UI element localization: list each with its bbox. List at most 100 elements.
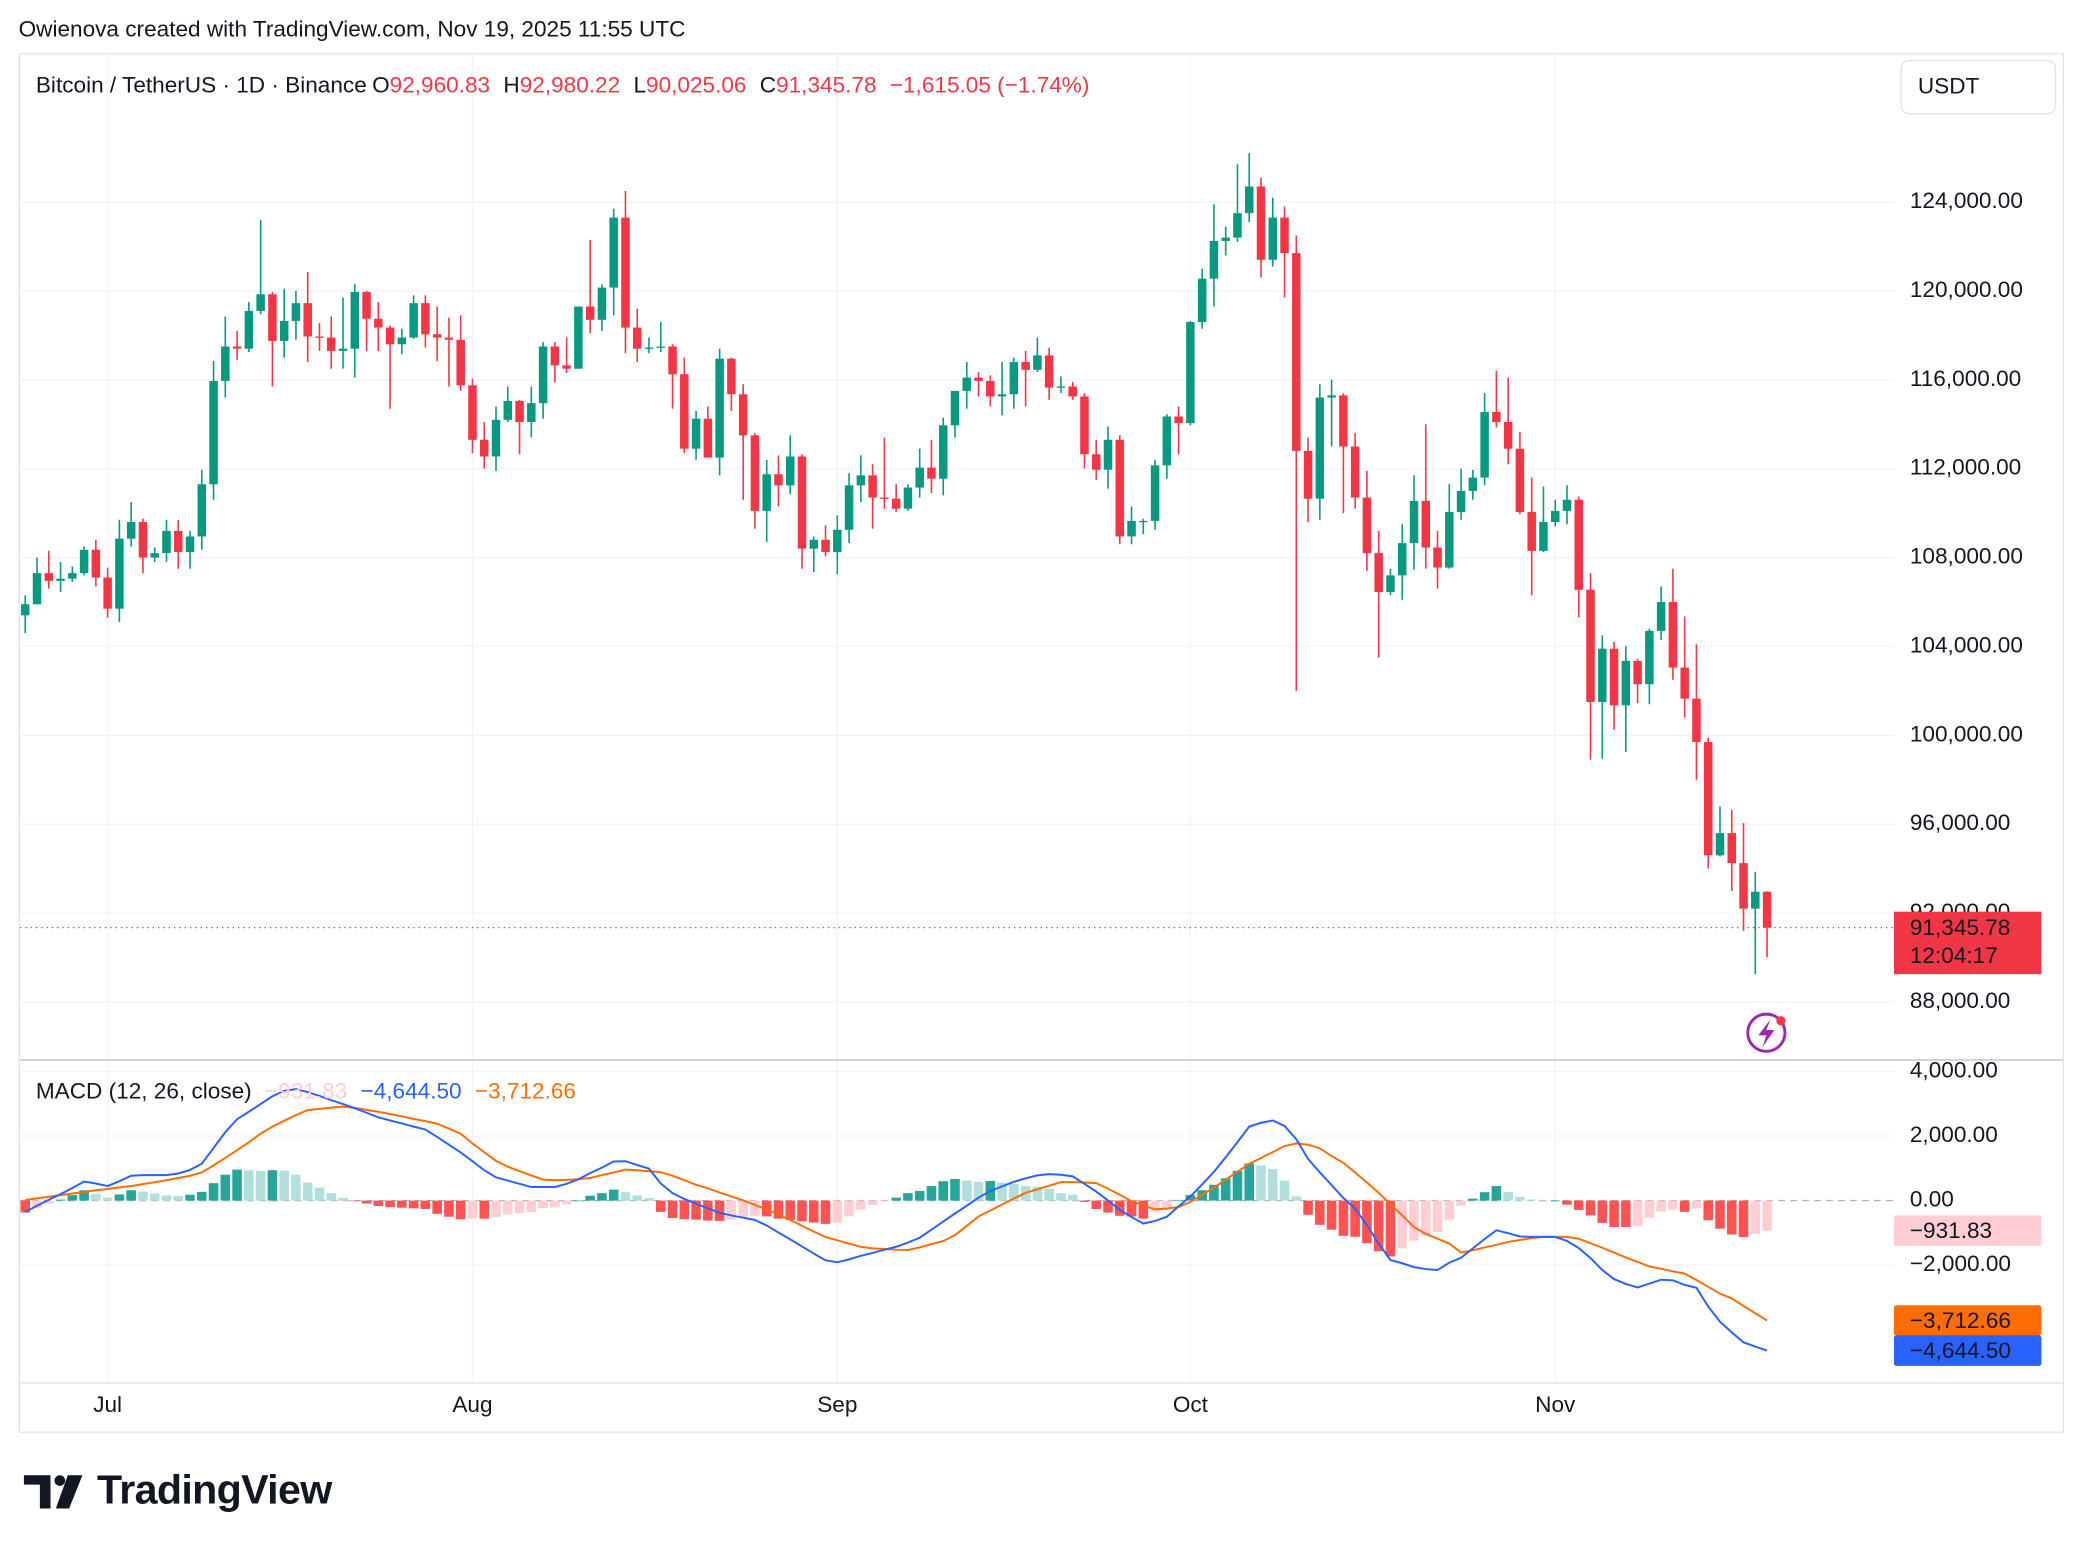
macd-title: MACD (12, 26, close): [36, 1078, 252, 1103]
candle-body: [621, 217, 630, 328]
histogram-bar: [1232, 1170, 1243, 1201]
histogram-bar: [1609, 1200, 1619, 1228]
histogram-bar: [1244, 1163, 1255, 1201]
ohlc-value: 92,960.83: [390, 72, 490, 97]
candle-body: [609, 217, 618, 288]
histogram-bar: [856, 1200, 866, 1210]
candle-body: [268, 294, 277, 341]
price-label-box: [1893, 911, 2042, 975]
histogram-bar: [1750, 1200, 1761, 1234]
histogram-bar: [1209, 1184, 1219, 1201]
candle-body: [1409, 500, 1419, 544]
ohlc-key: H: [503, 72, 519, 97]
y-tick-label: 4,000.00: [1910, 1057, 1998, 1082]
histogram-bar: [1597, 1200, 1608, 1223]
currency-button[interactable]: [1900, 59, 2057, 115]
candle-body: [150, 553, 159, 558]
histogram-bar: [832, 1200, 843, 1223]
ohlc-key: L: [633, 72, 646, 97]
alert-dot: [1776, 1016, 1786, 1026]
macd-scale-box: [1893, 1335, 2042, 1366]
candle-body: [256, 294, 265, 311]
histogram-bar: [1409, 1200, 1419, 1241]
candle-body: [656, 346, 666, 348]
candle-body: [515, 400, 524, 423]
candle-body: [185, 536, 195, 553]
histogram-bar: [1644, 1200, 1655, 1218]
histogram-bar: [1256, 1165, 1266, 1201]
candle-body: [1174, 416, 1183, 424]
y-tick-label: 124,000.00: [1910, 188, 2023, 213]
histogram-bar: [385, 1200, 395, 1208]
histogram-scale-label: −931.83: [1910, 1218, 1992, 1243]
candle-body: [221, 346, 230, 381]
candle-body: [374, 318, 383, 328]
histogram-bar: [338, 1198, 348, 1201]
y-tick-label: 104,000.00: [1910, 632, 2023, 657]
candle-body: [632, 327, 642, 349]
histogram-bar: [91, 1193, 101, 1201]
candle-body: [1209, 240, 1219, 279]
price-grid: [19, 54, 1894, 1383]
currency-label[interactable]: USDT: [1918, 74, 1980, 99]
candle-body: [338, 348, 348, 351]
candle-body: [1680, 667, 1689, 699]
candle-body: [1633, 660, 1642, 685]
candle-body: [1197, 278, 1207, 323]
candle-body: [162, 530, 171, 554]
candle-body: [1480, 412, 1489, 478]
alert-icon[interactable]: [1746, 1012, 1787, 1053]
histogram-bar: [820, 1200, 831, 1224]
histogram-bar: [1715, 1200, 1725, 1229]
candle-body: [585, 306, 595, 320]
histogram-bar: [797, 1200, 807, 1222]
histogram-bar: [79, 1190, 89, 1201]
candle-body: [503, 400, 513, 420]
candle-body: [986, 380, 995, 397]
candle-body: [291, 303, 301, 321]
candle-body: [1397, 543, 1407, 576]
candle-body: [232, 346, 242, 349]
candle-body: [491, 419, 501, 457]
candle-body: [115, 538, 124, 609]
candle-body: [1762, 891, 1772, 928]
ohlc-value: 90,025.06: [646, 72, 746, 97]
histogram-bar: [1397, 1200, 1408, 1249]
candle-body: [79, 549, 89, 574]
y-tick-label: 96,000.00: [1910, 810, 2010, 835]
histogram-bar: [491, 1200, 501, 1218]
x-tick-label: Nov: [1535, 1392, 1576, 1417]
candle-body: [350, 292, 360, 349]
histogram-bar: [149, 1193, 160, 1201]
histogram-bar: [1091, 1200, 1102, 1209]
candle-body: [1339, 395, 1348, 447]
ohlc-key: C: [760, 72, 776, 97]
y-tick-label: 88,000.00: [1910, 988, 2010, 1013]
macd-plot: [20, 1088, 1772, 1352]
y-tick-label: 112,000.00: [1910, 455, 2021, 480]
symbol-legend: Bitcoin / TetherUS · 1D · Binance O92,960…: [36, 72, 1090, 97]
candle-body: [138, 522, 148, 558]
histogram-bar: [1067, 1194, 1078, 1201]
histogram-bar: [1762, 1200, 1772, 1231]
brand: TradingView: [97, 1466, 333, 1512]
candle-body: [1645, 630, 1654, 685]
histogram-bar: [126, 1190, 136, 1201]
histogram-bar: [397, 1200, 407, 1208]
histogram-bar: [750, 1200, 760, 1216]
y-tick-label: 116,000.00: [1910, 366, 2021, 391]
histogram-bar: [102, 1197, 113, 1201]
candle-body: [880, 497, 889, 499]
candle-body: [279, 320, 289, 341]
candle-body: [538, 346, 548, 404]
alert-bolt[interactable]: [1758, 1019, 1775, 1048]
candle-body: [456, 339, 465, 386]
histogram-bar: [1185, 1195, 1196, 1201]
histogram-bar: [961, 1180, 972, 1201]
candle-body: [1421, 500, 1431, 548]
candle-body: [797, 456, 807, 549]
macd-legend: MACD (12, 26, close) −931.83 −4,644.50 −3,7…: [36, 1078, 576, 1103]
candle-body: [1233, 213, 1242, 238]
histogram-bar: [550, 1200, 560, 1208]
histogram-bar: [844, 1200, 854, 1217]
